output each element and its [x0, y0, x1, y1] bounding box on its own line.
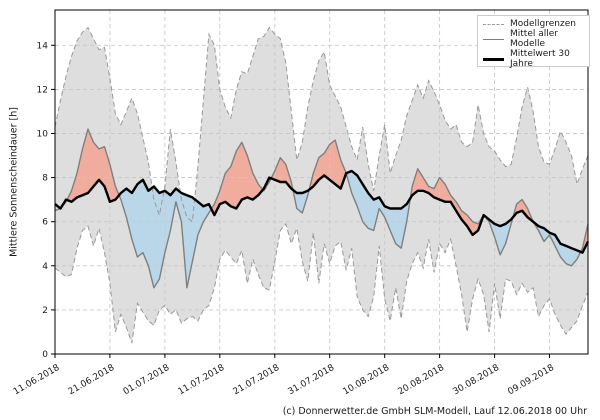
legend-entry-model-mean: Mittel aller Modelle — [483, 29, 584, 49]
legend-label: Mittel aller Modelle — [510, 29, 558, 49]
legend: Modellgrenzen Mittel aller Modelle Mitte… — [477, 15, 590, 69]
x-tick-label: 31.07.2018 — [287, 363, 337, 398]
x-tick-label: 21.06.2018 — [67, 363, 117, 398]
x-tick-label: 11.06.2018 — [12, 363, 62, 398]
model-mean-line — [54, 128, 589, 289]
copyright-text: (c) Donnerwetter.de GmbH SLM-Modell, Lau… — [282, 406, 587, 417]
x-tick-label: 21.07.2018 — [232, 363, 282, 398]
legend-label: Mittelwert 30 Jahre — [510, 49, 570, 69]
x-tick-label: 30.08.2018 — [451, 363, 501, 398]
x-tick-label: 11.07.2018 — [177, 363, 227, 398]
legend-label: Modellgrenzen — [510, 19, 576, 29]
y-tick-label: 2 — [42, 306, 48, 316]
model-max-line — [54, 26, 589, 223]
black-line-sample-icon — [483, 57, 504, 61]
x-tick-label: 09.09.2018 — [506, 363, 556, 398]
model-min-line — [54, 222, 589, 344]
legend-entry-model-bounds: Modellgrenzen — [483, 19, 584, 29]
x-tick-label: 20.08.2018 — [396, 363, 446, 398]
y-tick-label: 4 — [42, 262, 48, 272]
y-tick-label: 12 — [37, 85, 48, 95]
plot-border — [54, 9, 589, 355]
gray-line-sample-icon — [483, 38, 504, 40]
dashed-line-sample-icon — [483, 23, 504, 25]
y-tick-label: 0 — [42, 350, 48, 360]
legend-entry-climate-mean: Mittelwert 30 Jahre — [483, 49, 584, 69]
y-tick-label: 14 — [37, 41, 49, 51]
y-tick-label: 8 — [42, 174, 48, 184]
x-tick-label: 01.07.2018 — [122, 363, 172, 398]
below-normal-fill — [55, 171, 588, 288]
y-tick-label: 10 — [37, 130, 49, 140]
x-tick-label: 10.08.2018 — [342, 363, 392, 398]
y-tick-label: 6 — [42, 218, 48, 228]
climate-mean-line — [54, 169, 590, 254]
model-bounds-band — [55, 27, 588, 343]
y-axis-title: Mittlere Sonnenscheindauer [h] — [8, 107, 20, 257]
